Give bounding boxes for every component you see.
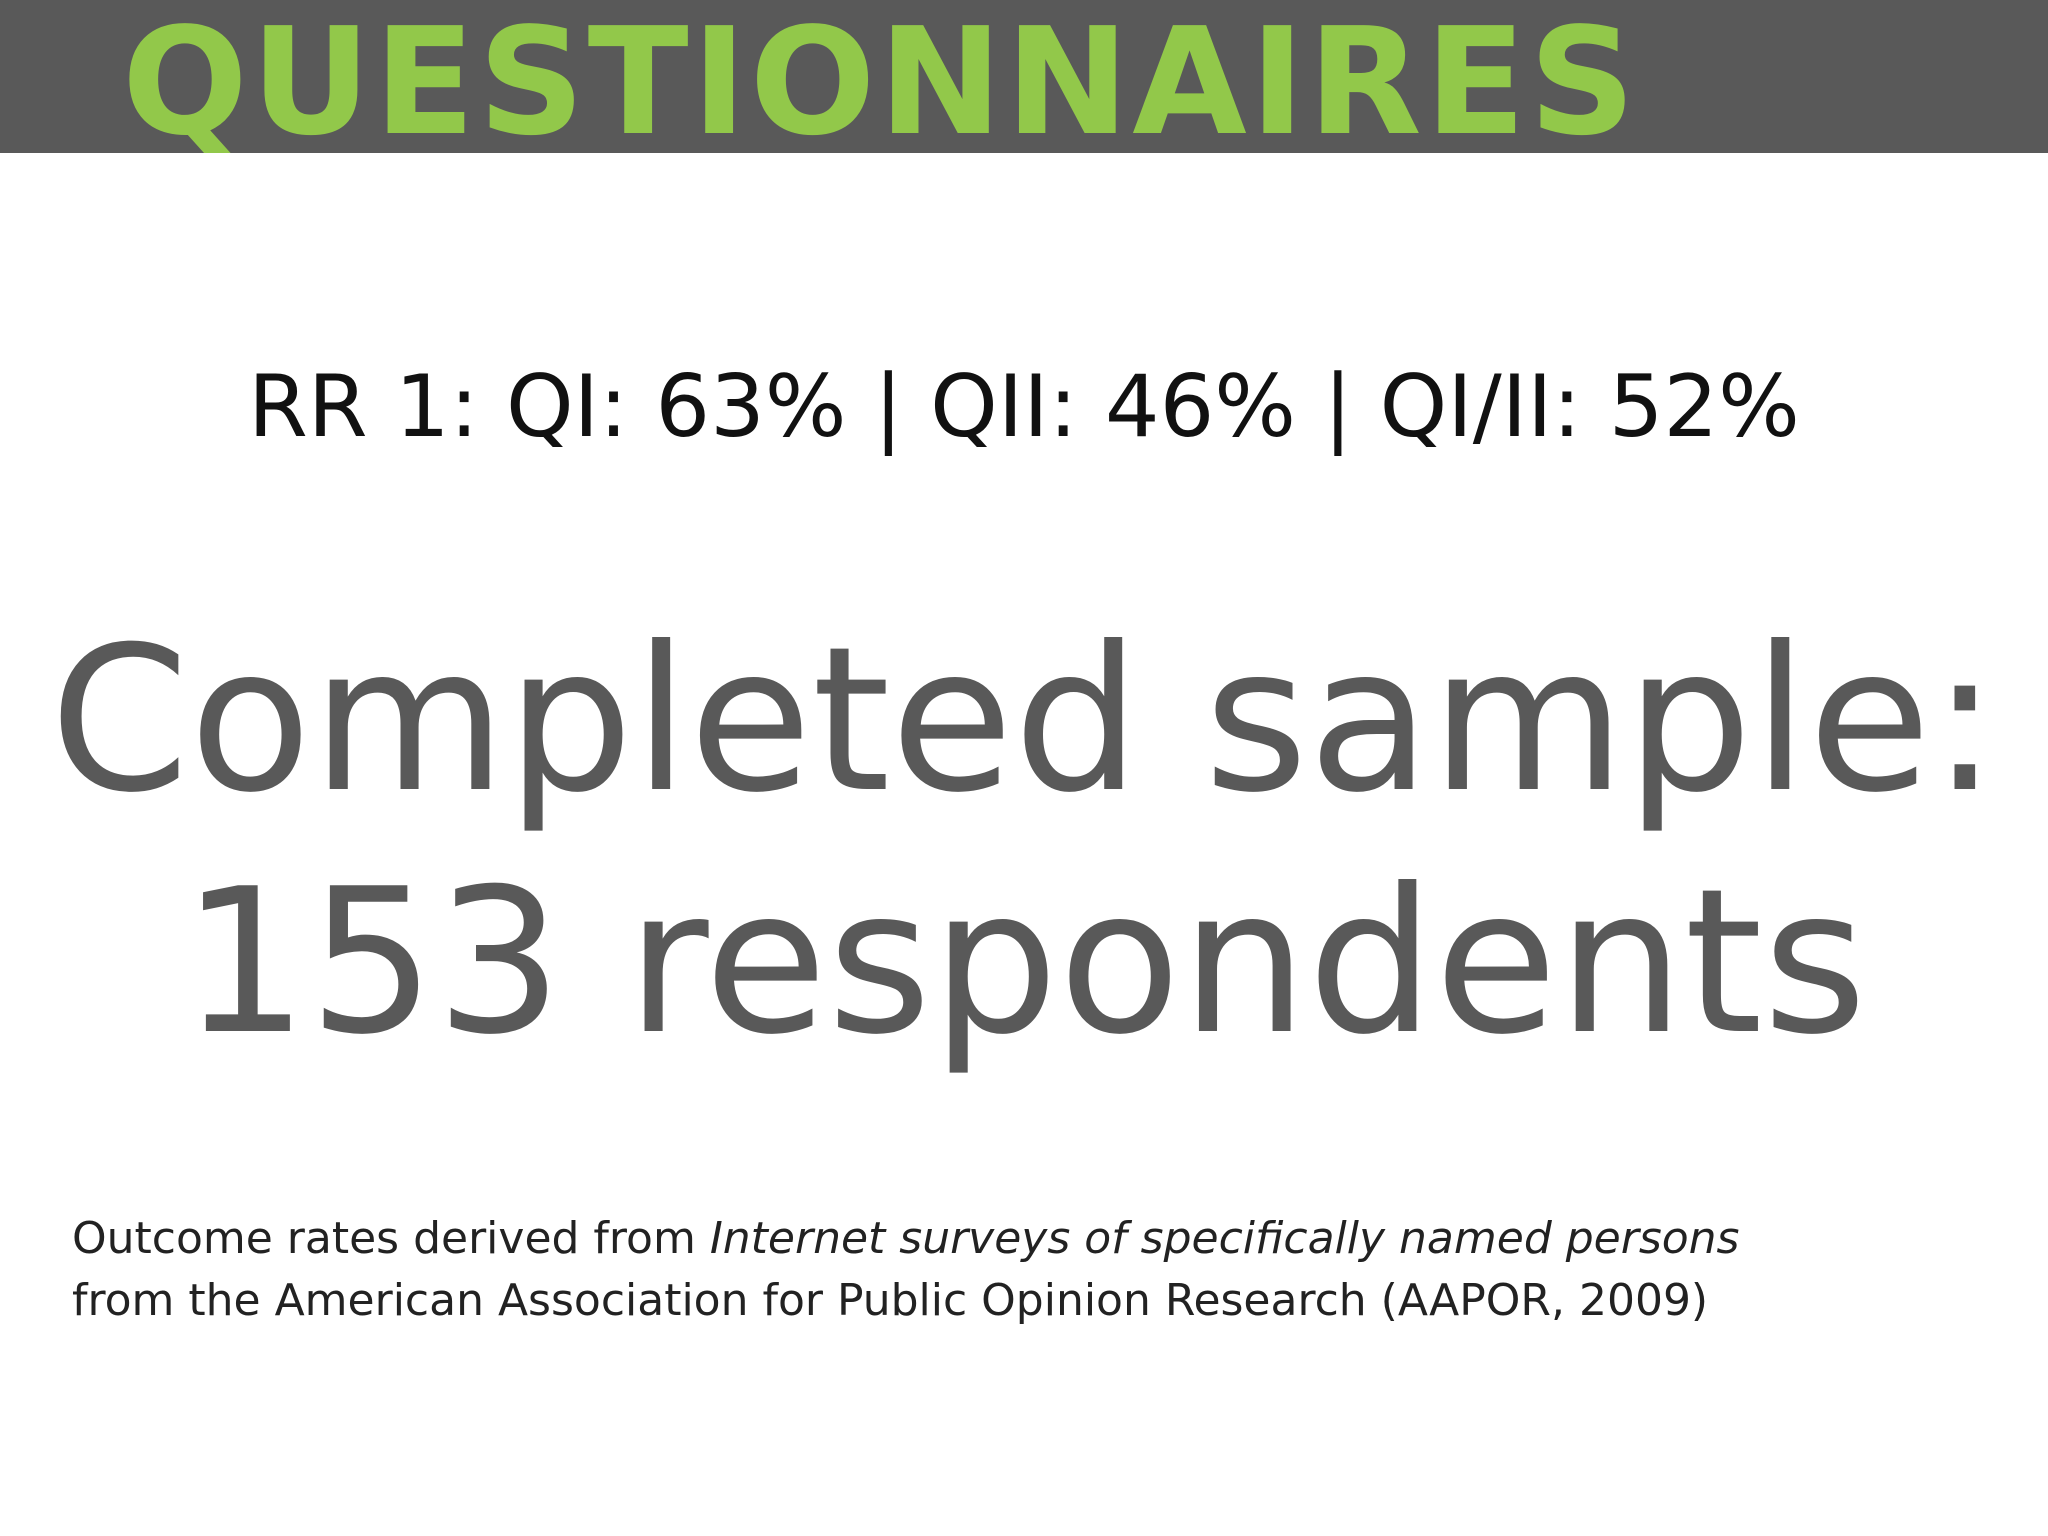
completed-sample-block: Completed sample: 153 respondents [0, 600, 2048, 1084]
title-bar-shadow [0, 153, 2048, 189]
completed-sample-label: Completed sample: [49, 604, 1999, 837]
source-italic-title: Internet surveys of specifically named p… [709, 1213, 1740, 1264]
source-note: Outcome rates derived from Internet surv… [72, 1208, 1972, 1332]
respondent-count: 153 respondents [181, 846, 1867, 1079]
source-line-1: Outcome rates derived from Internet surv… [72, 1208, 1972, 1270]
response-rates: RR 1: QI: 63% | QII: 46% | QI/II: 52% [248, 357, 1800, 457]
source-prefix: Outcome rates derived from [72, 1213, 710, 1264]
title-bar: QUESTIONNAIRES [0, 0, 2048, 153]
source-line-2: from the American Association for Public… [72, 1275, 1709, 1326]
slide-title: QUESTIONNAIRES [122, 0, 1639, 153]
